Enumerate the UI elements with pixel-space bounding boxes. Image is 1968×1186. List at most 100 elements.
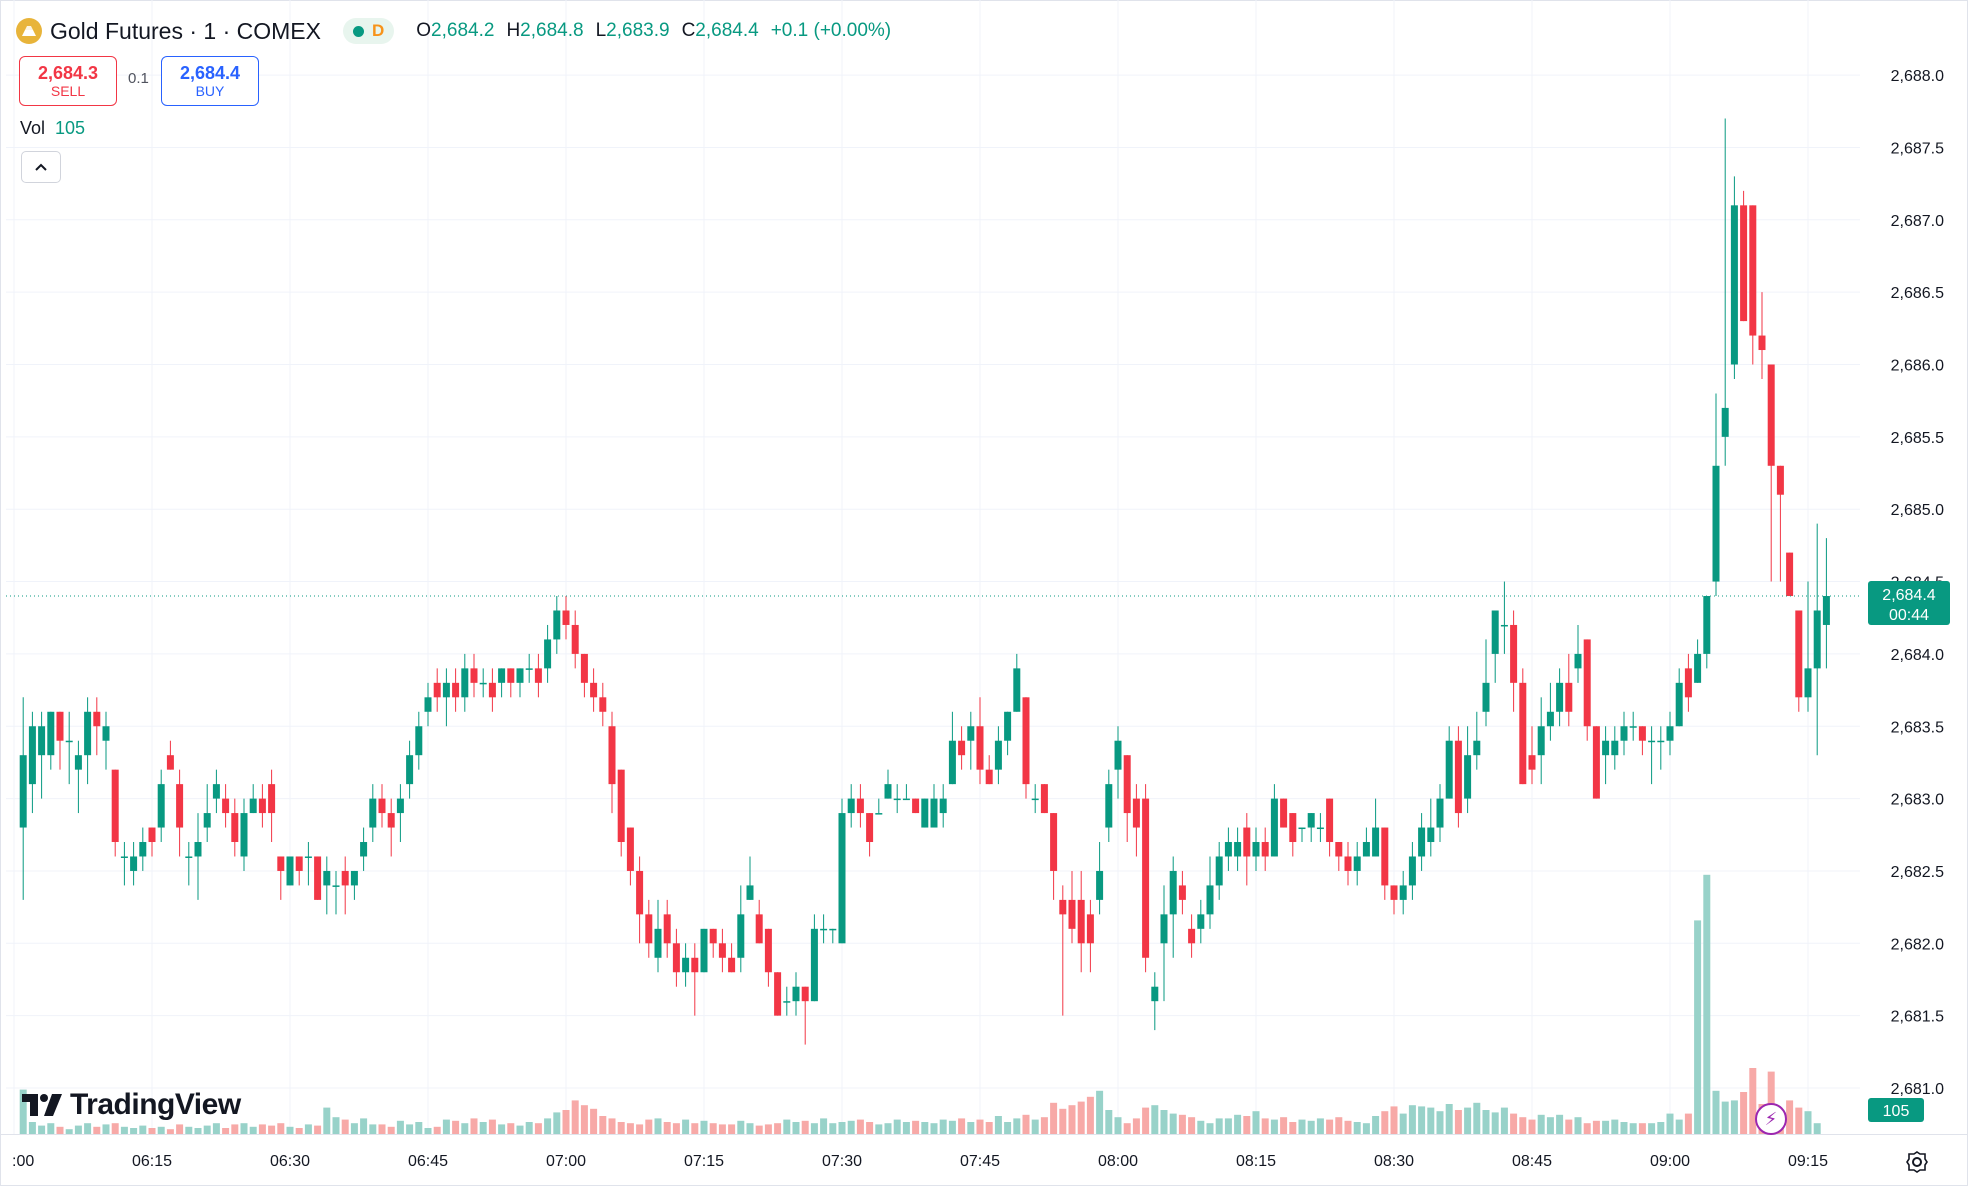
candle-body[interactable]	[1629, 726, 1637, 728]
candle-body[interactable]	[1252, 842, 1260, 857]
candle-body[interactable]	[1188, 928, 1196, 944]
candle-body[interactable]	[277, 856, 285, 871]
candle-body[interactable]	[1721, 407, 1729, 437]
candle-body[interactable]	[28, 726, 36, 785]
candle-body[interactable]	[939, 798, 947, 814]
candle-body[interactable]	[590, 682, 598, 698]
candle-body[interactable]	[1096, 870, 1104, 900]
candle-body[interactable]	[921, 798, 929, 828]
candle-body[interactable]	[176, 784, 184, 828]
candle-body[interactable]	[1197, 914, 1205, 929]
candle-body[interactable]	[157, 784, 165, 828]
candle-body[interactable]	[1059, 899, 1067, 915]
candle-body[interactable]	[1611, 740, 1619, 756]
candle-body[interactable]	[838, 813, 846, 944]
candle-body[interactable]	[194, 842, 202, 857]
candle-body[interactable]	[1427, 827, 1435, 843]
candle-body[interactable]	[479, 682, 487, 685]
candle-body[interactable]	[1206, 885, 1214, 915]
candle-body[interactable]	[645, 914, 653, 944]
candle-body[interactable]	[1556, 682, 1564, 712]
candle-body[interactable]	[1068, 899, 1076, 929]
candle-body[interactable]	[1031, 798, 1039, 801]
candle-body[interactable]	[1813, 610, 1821, 669]
candle-body[interactable]	[212, 784, 220, 799]
candle-body[interactable]	[893, 798, 901, 801]
sell-button[interactable]: 2,684.3 SELL	[19, 56, 117, 106]
candle-body[interactable]	[1675, 682, 1683, 727]
candle-body[interactable]	[1464, 755, 1472, 799]
candle-body[interactable]	[1786, 552, 1794, 597]
candle-body[interactable]	[1500, 624, 1508, 627]
candle-body[interactable]	[599, 697, 607, 712]
candle-body[interactable]	[654, 928, 662, 958]
candle-body[interactable]	[93, 711, 101, 727]
candle-body[interactable]	[341, 870, 349, 886]
candle-body[interactable]	[102, 726, 110, 741]
candle-body[interactable]	[976, 726, 984, 770]
candle-body[interactable]	[1546, 711, 1554, 727]
candle-body[interactable]	[1326, 798, 1334, 843]
candle-body[interactable]	[792, 986, 800, 1002]
candle-body[interactable]	[1657, 740, 1665, 743]
candle-body[interactable]	[709, 928, 717, 944]
candle-body[interactable]	[1712, 465, 1720, 582]
candle-body[interactable]	[930, 798, 938, 828]
candle-body[interactable]	[332, 885, 340, 887]
candle-body[interactable]	[1767, 364, 1775, 466]
candle-body[interactable]	[875, 813, 883, 815]
candle-body[interactable]	[1013, 668, 1021, 712]
candle-body[interactable]	[718, 943, 726, 958]
candle-body[interactable]	[728, 957, 736, 973]
candle-body[interactable]	[1022, 697, 1030, 785]
candle-body[interactable]	[636, 870, 644, 915]
gear-icon[interactable]	[1903, 1148, 1931, 1176]
candle-body[interactable]	[1592, 726, 1600, 799]
candle-body[interactable]	[700, 928, 708, 973]
candle-body[interactable]	[525, 668, 533, 670]
candle-body[interactable]	[967, 726, 975, 741]
candle-body[interactable]	[424, 697, 432, 712]
candle-body[interactable]	[562, 610, 570, 625]
candle-body[interactable]	[1151, 986, 1159, 1002]
candle-body[interactable]	[1307, 813, 1315, 828]
candle-body[interactable]	[1749, 205, 1757, 336]
symbol-title[interactable]: Gold Futures · 1 · COMEX	[50, 17, 321, 44]
candle-body[interactable]	[1390, 885, 1398, 900]
candle-body[interactable]	[1123, 755, 1131, 814]
candle-body[interactable]	[948, 740, 956, 785]
candle-body[interactable]	[470, 668, 478, 683]
candle-body[interactable]	[1482, 682, 1490, 712]
collapse-legend-button[interactable]	[21, 151, 61, 183]
candle-body[interactable]	[1565, 682, 1573, 712]
candle-body[interactable]	[994, 740, 1002, 770]
candle-body[interactable]	[866, 813, 874, 843]
candle-body[interactable]	[1822, 596, 1830, 625]
candle-body[interactable]	[580, 653, 588, 683]
candle-body[interactable]	[286, 856, 294, 886]
candle-body[interactable]	[691, 957, 699, 973]
candle-body[interactable]	[755, 914, 763, 944]
candle-body[interactable]	[369, 798, 377, 828]
candle-body[interactable]	[1050, 813, 1058, 871]
lightning-icon[interactable]: ⚡	[1755, 1103, 1787, 1135]
candle-body[interactable]	[958, 740, 966, 756]
candle-body[interactable]	[1684, 668, 1692, 698]
candle-body[interactable]	[1730, 205, 1738, 365]
candle-body[interactable]	[433, 682, 441, 698]
candle-body[interactable]	[820, 928, 828, 931]
candle-body[interactable]	[148, 827, 156, 843]
candle-body[interactable]	[268, 784, 276, 814]
candle-body[interactable]	[452, 682, 460, 698]
candle-body[interactable]	[488, 682, 496, 698]
candle-body[interactable]	[553, 610, 561, 640]
candle-body[interactable]	[304, 856, 312, 858]
candle-body[interactable]	[1519, 682, 1527, 785]
candle-body[interactable]	[442, 682, 450, 698]
candle-body[interactable]	[1234, 842, 1242, 857]
candle-body[interactable]	[139, 842, 147, 857]
candle-body[interactable]	[111, 769, 119, 843]
candle-body[interactable]	[222, 798, 230, 814]
candle-body[interactable]	[1243, 827, 1251, 857]
candle-body[interactable]	[498, 668, 506, 683]
